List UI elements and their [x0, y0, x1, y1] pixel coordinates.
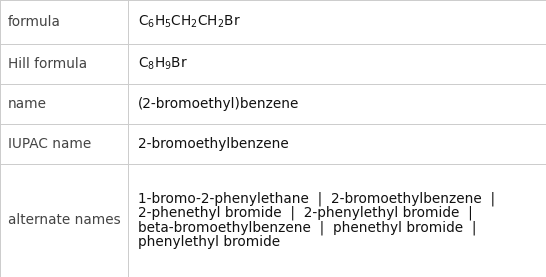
Text: Hill formula: Hill formula: [8, 57, 87, 71]
Text: phenylethyl bromide: phenylethyl bromide: [138, 235, 280, 249]
Text: formula: formula: [8, 15, 61, 29]
Text: (2-bromoethyl)benzene: (2-bromoethyl)benzene: [138, 97, 299, 111]
Text: name: name: [8, 97, 47, 111]
Text: beta-bromoethylbenzene  |  phenethyl bromide  |: beta-bromoethylbenzene | phenethyl bromi…: [138, 220, 477, 235]
Text: 2-bromoethylbenzene: 2-bromoethylbenzene: [138, 137, 289, 151]
Text: alternate names: alternate names: [8, 214, 121, 227]
Text: $\mathrm{C_6H_5CH_2CH_2Br}$: $\mathrm{C_6H_5CH_2CH_2Br}$: [138, 14, 241, 30]
Text: IUPAC name: IUPAC name: [8, 137, 91, 151]
Text: 1-bromo-2-phenylethane  |  2-bromoethylbenzene  |: 1-bromo-2-phenylethane | 2-bromoethylben…: [138, 191, 495, 206]
Text: $\mathrm{C_8H_9Br}$: $\mathrm{C_8H_9Br}$: [138, 56, 188, 72]
Text: 2-phenethyl bromide  |  2-phenylethyl bromide  |: 2-phenethyl bromide | 2-phenylethyl brom…: [138, 206, 473, 220]
